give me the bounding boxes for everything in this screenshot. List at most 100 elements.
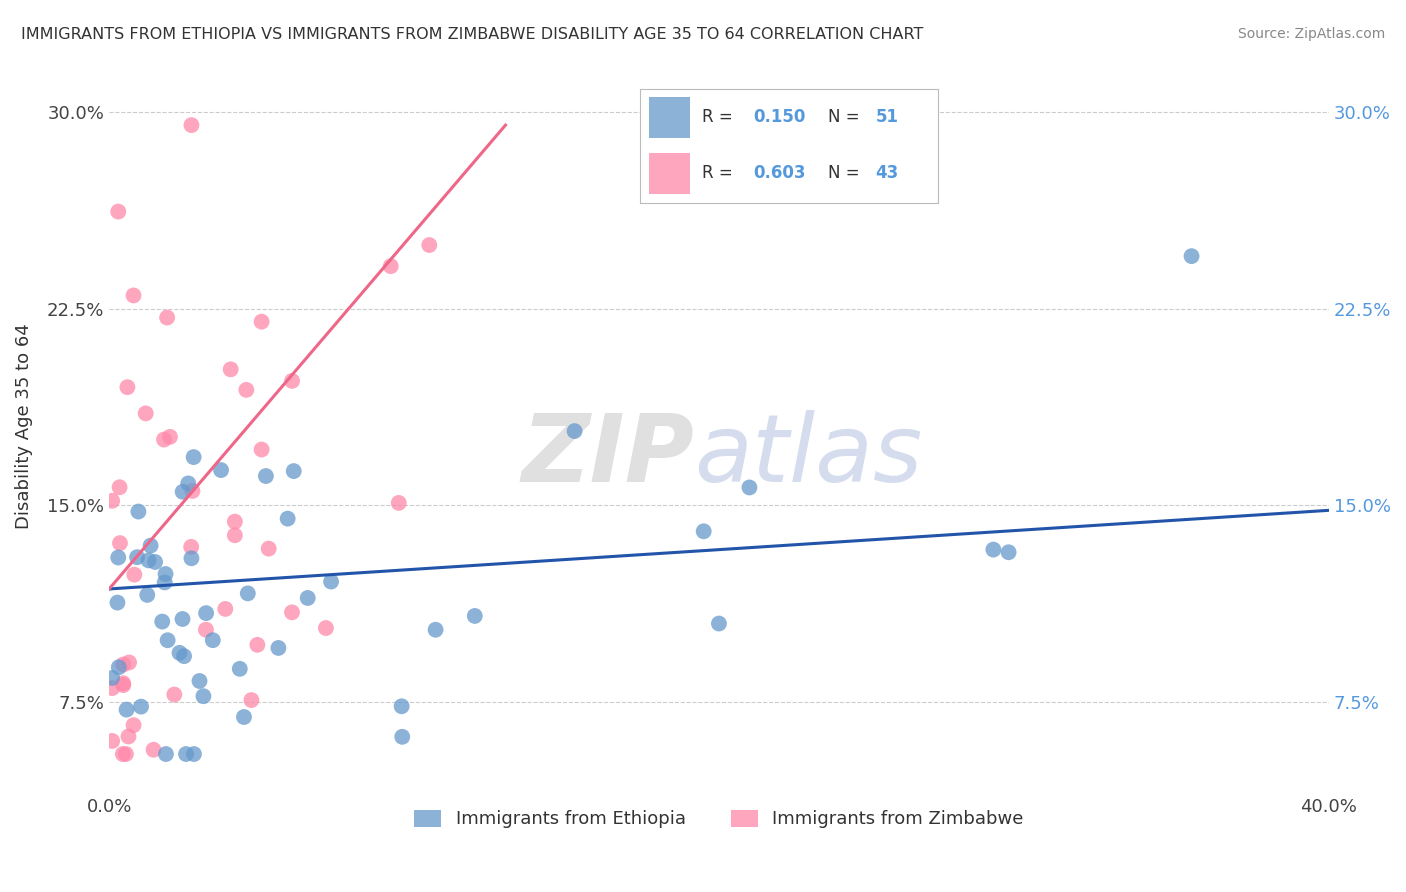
Point	[283, 464, 305, 478]
Point	[153, 433, 176, 447]
Point	[107, 550, 129, 565]
Point	[174, 747, 197, 761]
Point	[297, 591, 319, 605]
Point	[236, 586, 259, 600]
Point	[153, 575, 176, 590]
Point	[101, 734, 124, 748]
Point	[188, 673, 211, 688]
Point	[177, 476, 200, 491]
Point	[122, 718, 145, 732]
Point	[112, 657, 135, 672]
Point	[139, 539, 162, 553]
Point	[983, 542, 1005, 557]
Point	[127, 504, 149, 518]
Point	[112, 678, 135, 692]
Point	[173, 649, 195, 664]
Point	[183, 450, 205, 464]
Point	[219, 362, 242, 376]
Point	[129, 699, 152, 714]
Point	[209, 463, 232, 477]
Point	[564, 424, 586, 438]
Point	[257, 541, 280, 556]
Point	[156, 310, 179, 325]
Point	[150, 615, 173, 629]
Point	[124, 567, 146, 582]
Point	[117, 730, 139, 744]
Point	[224, 528, 246, 542]
Text: ZIP: ZIP	[522, 409, 695, 502]
Point	[112, 676, 135, 690]
Point	[391, 699, 413, 714]
Point	[380, 259, 402, 273]
Text: atlas: atlas	[695, 410, 922, 501]
Point	[111, 747, 134, 761]
Point	[115, 747, 138, 761]
Point	[997, 545, 1019, 559]
Point	[107, 204, 129, 219]
Point	[315, 621, 337, 635]
Text: Source: ZipAtlas.com: Source: ZipAtlas.com	[1237, 27, 1385, 41]
Point	[229, 662, 252, 676]
Point	[135, 406, 157, 420]
Point	[214, 602, 236, 616]
Point	[180, 551, 202, 566]
Point	[138, 553, 160, 567]
Point	[418, 238, 440, 252]
Point	[195, 606, 218, 620]
Point	[180, 540, 202, 554]
Point	[254, 469, 277, 483]
Legend: Immigrants from Ethiopia, Immigrants from Zimbabwe: Immigrants from Ethiopia, Immigrants fro…	[406, 803, 1031, 836]
Point	[107, 596, 129, 610]
Point	[125, 550, 148, 565]
Point	[172, 484, 194, 499]
Point	[118, 656, 141, 670]
Point	[183, 747, 205, 761]
Point	[250, 442, 273, 457]
Point	[193, 689, 215, 703]
Point	[235, 383, 257, 397]
Point	[464, 609, 486, 624]
Point	[425, 623, 447, 637]
Point	[101, 493, 124, 508]
Point	[172, 612, 194, 626]
Point	[115, 703, 138, 717]
Point	[108, 480, 131, 494]
Point	[156, 633, 179, 648]
Point	[267, 640, 290, 655]
Point	[707, 616, 730, 631]
Point	[194, 623, 217, 637]
Point	[281, 374, 304, 388]
Y-axis label: Disability Age 35 to 64: Disability Age 35 to 64	[15, 324, 32, 529]
Point	[391, 730, 413, 744]
Point	[180, 118, 202, 132]
Point	[159, 430, 181, 444]
Point	[388, 496, 411, 510]
Point	[169, 646, 191, 660]
Point	[277, 511, 299, 525]
Point	[1180, 249, 1202, 263]
Point	[281, 605, 304, 619]
Point	[122, 288, 145, 302]
Point	[240, 693, 263, 707]
Point	[107, 660, 129, 674]
Point	[224, 515, 246, 529]
Point	[163, 688, 186, 702]
Point	[117, 380, 139, 394]
Point	[738, 480, 761, 494]
Point	[155, 567, 177, 582]
Point	[101, 671, 124, 685]
Point	[142, 743, 165, 757]
Point	[250, 315, 273, 329]
Point	[319, 574, 342, 589]
Point	[181, 483, 204, 498]
Point	[201, 633, 224, 648]
Point	[233, 710, 256, 724]
Point	[101, 681, 124, 695]
Point	[692, 524, 714, 539]
Point	[155, 747, 177, 761]
Point	[246, 638, 269, 652]
Point	[108, 536, 131, 550]
Point	[143, 555, 166, 569]
Text: IMMIGRANTS FROM ETHIOPIA VS IMMIGRANTS FROM ZIMBABWE DISABILITY AGE 35 TO 64 COR: IMMIGRANTS FROM ETHIOPIA VS IMMIGRANTS F…	[21, 27, 924, 42]
Point	[136, 588, 159, 602]
